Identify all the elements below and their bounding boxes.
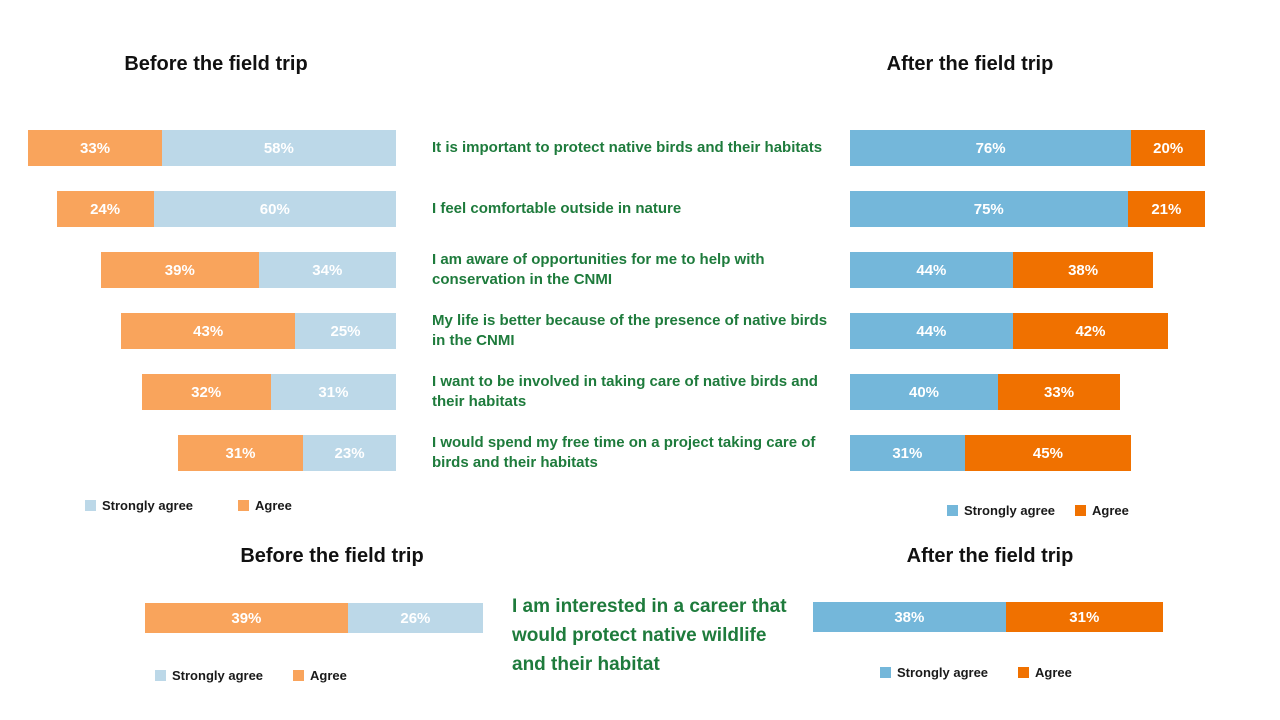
bar-segment-agree: 43% — [121, 313, 295, 349]
legend-label: Agree — [310, 668, 347, 683]
statement-label: I would spend my free time on a project … — [432, 434, 816, 471]
bar-segment-agree: 21% — [1127, 191, 1206, 227]
bar-row: 38% 31% — [813, 602, 1168, 632]
bar-segment-strongly-agree: 23% — [303, 435, 396, 471]
after-career-chart-title: After the field trip — [906, 545, 1074, 567]
bar-segment-strongly-agree: 26% — [347, 603, 483, 633]
legend-item-agree: Agree — [1018, 665, 1072, 680]
before-career-chart-legend: Strongly agree Agree — [155, 668, 347, 683]
bar-segment-strongly-agree: 25% — [295, 313, 396, 349]
bar-segment-agree: 45% — [964, 435, 1132, 471]
legend-item-agree: Agree — [1075, 503, 1129, 518]
bar-row: 43% 25% — [0, 313, 396, 349]
legend-item-strongly-agree: Strongly agree — [155, 668, 263, 683]
bar-row: 40% 33% — [850, 374, 1280, 410]
bar-row: 31% 45% — [850, 435, 1280, 471]
bar-segment-agree: 20% — [1131, 130, 1206, 166]
legend-swatch — [85, 500, 96, 511]
bar-segment-agree: 31% — [1005, 602, 1163, 632]
after-top-chart-legend: Strongly agree Agree — [947, 503, 1129, 518]
legend-label: Agree — [255, 498, 292, 513]
bar-segment-strongly-agree: 76% — [850, 130, 1132, 166]
legend-label: Strongly agree — [897, 665, 989, 680]
legend-swatch — [947, 505, 958, 516]
legend-swatch — [293, 670, 305, 681]
bar-segment-strongly-agree: 44% — [850, 313, 1013, 349]
statement-label: My life is better because of the presenc… — [432, 312, 828, 349]
bar-segment-strongly-agree: 44% — [850, 252, 1013, 288]
legend-item-agree: Agree — [238, 498, 292, 513]
bar-segment-strongly-agree: 31% — [270, 374, 396, 410]
bar-row: 75% 21% — [850, 191, 1280, 227]
legend-label: Strongly agree — [172, 668, 264, 683]
legend-swatch — [155, 670, 166, 681]
bar-segment-agree: 42% — [1012, 313, 1169, 349]
bar-segment-strongly-agree: 40% — [850, 374, 998, 410]
before-career-chart-title: Before the field trip — [240, 545, 424, 567]
legend-item-strongly-agree: Strongly agree — [85, 498, 193, 513]
after-career-chart-plot: 38% 31% — [813, 602, 1168, 632]
legend-swatch — [238, 500, 250, 511]
bar-segment-agree: 38% — [1012, 252, 1154, 288]
legend-swatch — [1075, 505, 1087, 516]
bar-segment-agree: 39% — [101, 252, 259, 288]
bar-row: 44% 38% — [850, 252, 1280, 288]
bar-segment-strongly-agree: 58% — [161, 130, 396, 166]
legend-label: Strongly agree — [102, 498, 194, 513]
bar-segment-agree: 33% — [28, 130, 162, 166]
legend-label: Agree — [1035, 665, 1072, 680]
bar-segment-agree: 31% — [177, 435, 304, 471]
bar-segment-strongly-agree: 31% — [850, 435, 965, 471]
bar-row: 44% 42% — [850, 313, 1280, 349]
bar-segment-strongly-agree: 34% — [258, 252, 396, 288]
legend-label: Agree — [1092, 503, 1129, 518]
bar-row: 33% 58% — [0, 130, 396, 166]
statement-label: I feel comfortable outside in nature — [432, 200, 682, 217]
bar-segment-strongly-agree: 60% — [153, 191, 396, 227]
bar-segment-agree: 33% — [998, 374, 1121, 410]
statements-column: It is important to protect native birds … — [432, 130, 840, 496]
bar-row: 32% 31% — [0, 374, 396, 410]
statement-label: I am aware of opportunities for me to he… — [432, 251, 765, 288]
legend-item-strongly-agree: Strongly agree — [947, 503, 1055, 518]
bar-segment-strongly-agree: 75% — [850, 191, 1128, 227]
statement-label: I want to be involved in taking care of … — [432, 373, 818, 410]
bar-segment-agree: 24% — [56, 191, 154, 227]
legend-label: Strongly agree — [964, 503, 1056, 518]
after-top-chart-plot: 76% 20% 75% 21% 44% 38% 44% 42% 40% 33% 31% 45% — [850, 130, 1280, 496]
legend-swatch — [1018, 667, 1030, 678]
before-career-chart-plot: 39% 26% — [145, 603, 485, 633]
before-top-chart-legend: Strongly agree Agree — [85, 498, 292, 513]
bar-row: 39% 34% — [0, 252, 396, 288]
career-statement-label: I am interested in a career that would p… — [512, 596, 787, 675]
before-top-chart-title: Before the field trip — [124, 53, 308, 75]
bar-segment-agree: 32% — [141, 374, 271, 410]
bar-row: 76% 20% — [850, 130, 1280, 166]
bar-segment-agree: 39% — [145, 603, 348, 633]
before-top-chart-plot: 33% 58% 24% 60% 39% 34% 43% 25% 32% 31% 31% 23% — [0, 130, 396, 496]
legend-item-strongly-agree: Strongly agree — [880, 665, 988, 680]
after-career-chart-legend: Strongly agree Agree — [880, 665, 1072, 680]
statement-label: It is important to protect native birds … — [432, 139, 823, 156]
after-top-chart-title: After the field trip — [886, 53, 1054, 75]
bar-row: 39% 26% — [145, 603, 485, 633]
legend-swatch — [880, 667, 891, 678]
bar-row: 31% 23% — [0, 435, 396, 471]
bar-segment-strongly-agree: 38% — [813, 602, 1006, 632]
bar-row: 24% 60% — [0, 191, 396, 227]
legend-item-agree: Agree — [293, 668, 347, 683]
